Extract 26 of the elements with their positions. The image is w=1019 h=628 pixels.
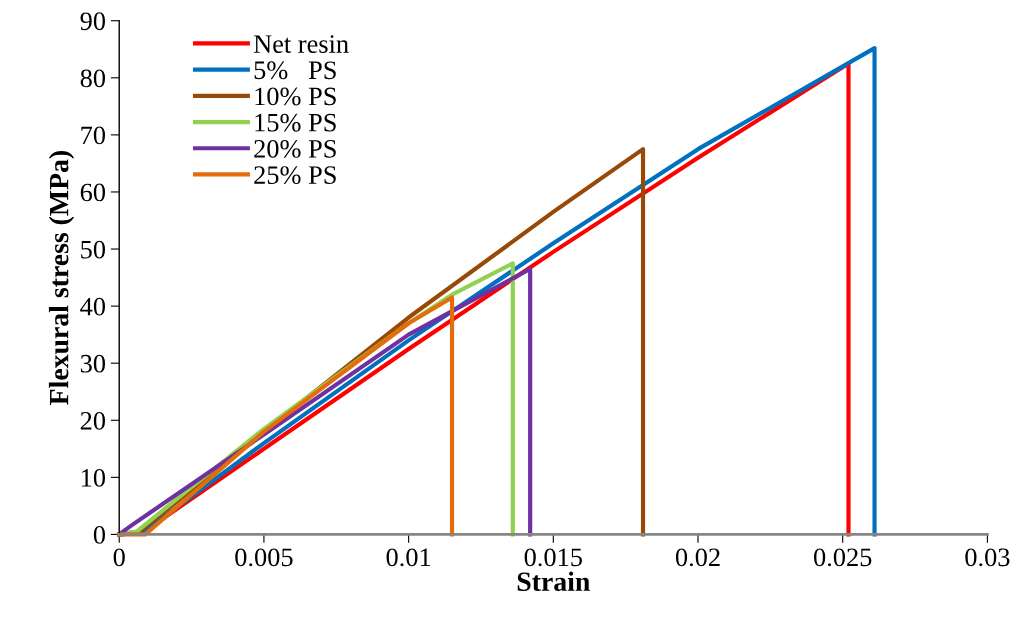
legend-label: 5% PS — [254, 61, 336, 80]
legend-label: 15% PS — [255, 113, 336, 132]
y-tick-label: 20 — [80, 411, 106, 430]
y-tick-label: 80 — [80, 69, 106, 88]
legend-label: 20% PS — [254, 139, 336, 158]
x-tick-label: 0.03 — [965, 548, 1010, 567]
x-axis-title: Strain — [517, 571, 590, 592]
y-tick-label: 90 — [80, 12, 106, 31]
x-tick-label: 0.015 — [524, 548, 582, 567]
y-tick-label: 40 — [80, 297, 106, 316]
x-tick-label: 0.02 — [675, 548, 720, 567]
y-tick-label: 0 — [93, 526, 106, 544]
y-axis-title: Flexural stress (MPa) — [48, 151, 75, 405]
y-tick-label: 60 — [80, 183, 106, 202]
legend-label: Net resin — [253, 35, 349, 53]
x-tick-label: 0.025 — [814, 548, 872, 567]
legend-label: 10% PS — [255, 87, 336, 106]
y-tick-label: 10 — [81, 468, 106, 487]
legend-label: 25% PS — [254, 166, 336, 185]
x-tick-label: 0 — [113, 548, 125, 567]
y-tick-label: 50 — [81, 240, 106, 259]
y-tick-label: 30 — [80, 354, 106, 373]
x-tick-label: 0.005 — [235, 548, 293, 567]
x-tick-label: 0.01 — [386, 548, 431, 567]
y-tick-label: 70 — [81, 126, 106, 145]
line-series — [117, 295, 455, 537]
